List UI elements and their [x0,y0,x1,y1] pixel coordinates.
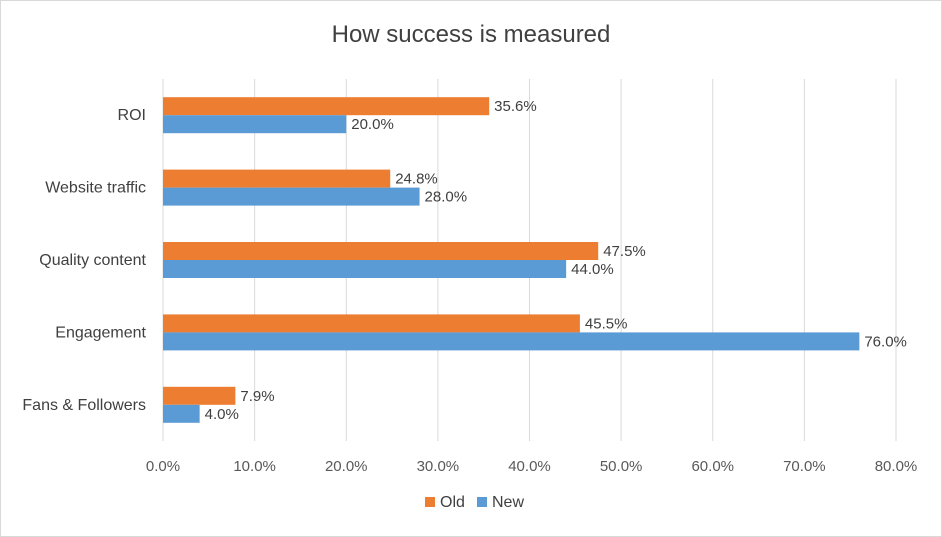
legend-swatch-old [425,497,435,507]
data-label: 35.6% [494,98,537,115]
data-label: 44.0% [571,261,614,278]
bar-old [163,242,599,260]
data-label: 20.0% [351,116,394,133]
category-label: Fans & Followers [22,397,146,414]
category-label: Website traffic [45,180,146,197]
data-label: 7.9% [240,388,274,405]
data-label: 4.0% [205,406,239,423]
data-label: 24.8% [395,171,438,188]
x-tick-label: 80.0% [875,458,918,475]
data-label: 45.5% [585,315,628,332]
data-label: 76.0% [864,333,907,350]
bar-old [163,169,391,188]
data-label: 28.0% [425,189,468,206]
bar-new [163,115,347,134]
chart-title: How success is measured [331,21,611,48]
legend-label: New [492,494,524,511]
x-tick-label: 0.0% [146,458,180,475]
bar-new [163,187,420,206]
legend-swatch-new [477,497,487,507]
bar-old [163,386,236,405]
bar-new [163,260,567,278]
x-tick-label: 10.0% [233,458,276,475]
x-tick-label: 60.0% [691,458,734,475]
x-tick-label: 30.0% [417,458,460,475]
x-tick-label: 50.0% [600,458,643,475]
category-label: Quality content [39,252,146,269]
bar-old [163,97,490,116]
bar-old [163,314,580,333]
legend-label: Old [440,494,465,511]
x-tick-label: 40.0% [508,458,551,475]
x-tick-label: 70.0% [783,458,826,475]
x-tick-label: 20.0% [325,458,368,475]
data-label: 47.5% [603,243,646,260]
category-label: ROI [118,107,146,124]
bar-new [163,332,860,351]
category-label: Engagement [55,324,146,341]
bar-new [163,404,200,423]
